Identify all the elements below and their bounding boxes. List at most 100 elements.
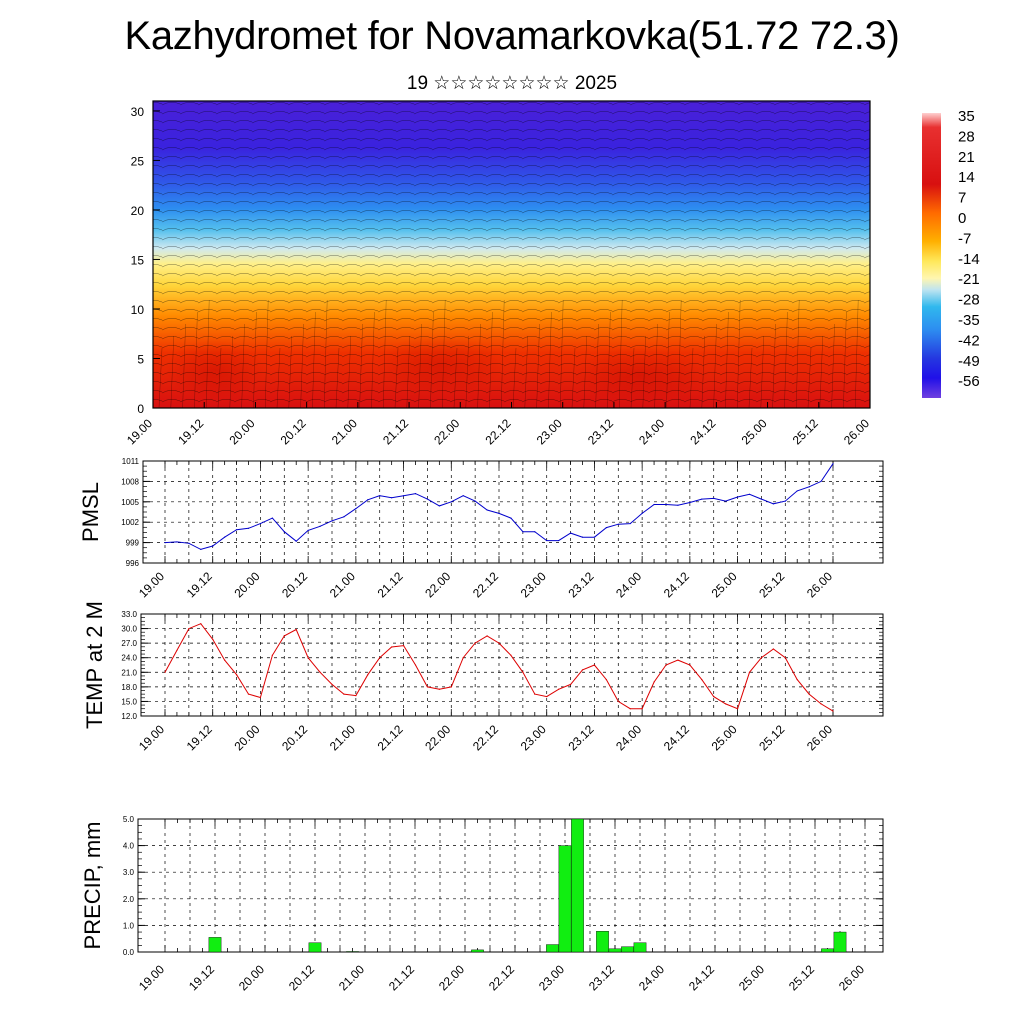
pmsl-point [653, 503, 655, 506]
pmsl-point [343, 516, 345, 518]
y-tick-label: 1002 [121, 518, 139, 527]
precipitation-bar [571, 818, 584, 953]
x-tick-label: 23.00 [536, 962, 567, 993]
chart-title: Kazhydromet for Novamarkovka(51.72 72.3) [124, 14, 900, 58]
temperature-point [546, 695, 548, 698]
x-tick-label: 24.00 [636, 962, 667, 993]
temperature-point [784, 657, 786, 659]
wind-streaks [153, 101, 870, 408]
x-tick-label: 23.00 [518, 722, 549, 753]
pmsl-point [391, 497, 393, 499]
colorbar: 35 28 21 14 7 0 -7 -14 -21 -28 -35 -42 -49 -56 [922, 108, 980, 398]
cross-section-panel: 0 5 10 15 20 25 30 19.00 19.12 20.00 20.12 21.00 21… [124, 100, 872, 447]
x-tick-label: 23.00 [518, 569, 549, 600]
colorbar-label: -21 [958, 271, 980, 288]
x-tick-label: 25.00 [709, 722, 740, 753]
colorbar-label: 35 [958, 108, 975, 125]
x-tick-label: 24.12 [661, 722, 692, 753]
temperature-point [569, 683, 572, 686]
temperature-point [677, 659, 679, 661]
precipitation-bar [608, 948, 622, 953]
precipitation-panel: 0.0 1.0 2.0 3.0 4.0 5.0 19.00 19.12 20.00 20.12 21… [80, 815, 884, 993]
temperature-point [414, 664, 417, 666]
temperature-point [581, 669, 584, 671]
y-tick-label: 21.0 [121, 668, 137, 677]
pmsl-point [605, 527, 607, 529]
x-tick-label: 25.12 [786, 962, 817, 993]
temperature-panel: 12.0 15.0 18.0 21.0 24.0 27.0 30.0 33.0 19.00 19.… [82, 601, 884, 753]
y-tick-label: 999 [126, 539, 140, 548]
temperature-point [593, 664, 596, 666]
y-tick-label: 30.0 [121, 625, 137, 634]
temperature-point [701, 678, 703, 681]
temperature-point [331, 683, 333, 686]
y-tick-label: 15.0 [121, 697, 137, 706]
pmsl-point [402, 495, 405, 497]
x-tick-label: 21.00 [329, 416, 360, 447]
pmsl-point [235, 529, 238, 531]
precipitation-bar [208, 937, 222, 953]
precipitation-bar [596, 931, 609, 953]
pmsl-panel: 996 999 1002 1005 1008 1011 19.00 19.12 20.00 20.… [78, 457, 884, 600]
precipitation-bar [621, 946, 634, 953]
y-tick-label: 2.0 [123, 895, 135, 904]
temperature-point [212, 638, 214, 640]
colorbar-label: -28 [958, 292, 980, 309]
pmsl-point [200, 548, 202, 551]
temperature-point [820, 703, 822, 705]
y-tick-label: 0 [137, 402, 144, 416]
pmsl-point [319, 525, 321, 527]
colorbar-label: 28 [958, 128, 975, 145]
temperature-point [653, 681, 655, 683]
temperature-point [259, 696, 262, 699]
colorbar-labels: 35 28 21 14 7 0 -7 -14 -21 -28 -35 -42 -49 -56 [958, 108, 980, 390]
temperature-point [641, 708, 643, 710]
x-tick-label: 24.00 [613, 569, 644, 600]
precipitation-bar [546, 944, 559, 953]
temperature-point [188, 627, 190, 630]
pmsl-point [689, 501, 691, 504]
x-tick-label: 22.12 [482, 416, 513, 447]
y-tick-label: 18.0 [121, 683, 137, 692]
pmsl-point [558, 539, 560, 542]
x-tick-label: 22.00 [422, 722, 453, 753]
temperature-point [307, 657, 309, 659]
x-tick-label: 20.00 [236, 962, 267, 993]
x-tick-label: 23.12 [565, 722, 596, 753]
pmsl-point [450, 501, 452, 503]
x-tick-label: 25.00 [736, 962, 767, 993]
x-tick-label: 20.12 [279, 569, 310, 600]
pmsl-point [414, 493, 417, 495]
y-tick-label: 27.0 [121, 639, 137, 648]
x-tick-label: 19.12 [184, 722, 215, 753]
pmsl-point [283, 531, 285, 533]
temperature-point [247, 693, 250, 695]
temperature-point [629, 708, 631, 710]
x-tick-label: 25.12 [790, 416, 821, 447]
pmsl-point [713, 497, 715, 499]
y-tick-label: 5 [137, 352, 144, 366]
x-tick-label: 23.00 [534, 416, 565, 447]
pmsl-point [617, 523, 619, 525]
temperature-point [808, 693, 810, 695]
x-tick-label: 19.00 [136, 569, 167, 600]
colorbar-gradient [922, 113, 941, 398]
temperature-point [796, 678, 798, 681]
temperature-point [617, 700, 619, 703]
pmsl-point [212, 545, 214, 547]
temperature-point [367, 674, 369, 676]
y-tick-label: 5.0 [123, 815, 135, 824]
pmsl-point [498, 512, 500, 514]
temperature-point [462, 657, 464, 659]
pmsl-point [426, 498, 429, 500]
temperature-point [200, 623, 202, 625]
y-tick-label: 4.0 [123, 842, 135, 851]
pmsl-point [295, 540, 297, 542]
temperature-point [319, 671, 321, 673]
y-tick-label: 30 [131, 105, 145, 119]
x-tick-label: 23.12 [565, 569, 596, 600]
temperature-point [772, 648, 774, 650]
x-tick-label: 21.12 [386, 962, 417, 993]
x-tick-label: 23.12 [586, 962, 617, 993]
panel-frame [137, 818, 884, 953]
